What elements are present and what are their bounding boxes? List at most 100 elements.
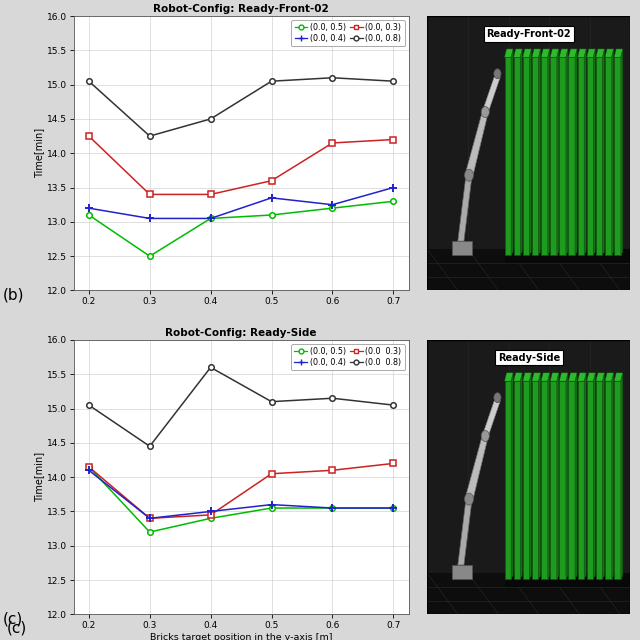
Text: Ready-Side: Ready-Side [498,353,560,363]
Bar [514,57,520,255]
Bar [596,381,602,579]
Circle shape [494,392,501,403]
Polygon shape [548,49,550,255]
Legend: (0.0, 0.5), (0.0, 0.4), (0.0  0.3), (0.0  0.8): (0.0, 0.5), (0.0, 0.4), (0.0 0.3), (0.0 … [291,344,404,371]
Polygon shape [523,49,531,57]
Polygon shape [482,76,500,112]
Polygon shape [548,373,550,579]
Polygon shape [568,373,577,381]
Polygon shape [504,373,513,381]
Title: Robot-Config: Ready-Front-02: Robot-Config: Ready-Front-02 [153,4,329,14]
Polygon shape [566,373,568,579]
Polygon shape [465,112,488,175]
Circle shape [465,169,474,181]
Bar [587,57,593,255]
Bar [587,381,593,579]
Polygon shape [596,49,604,57]
Bar [504,250,640,263]
Text: Ready-Front-02: Ready-Front-02 [486,29,572,39]
Bar [541,57,548,255]
Polygon shape [605,373,614,381]
Circle shape [481,107,490,118]
Bar [568,57,575,255]
Bar [523,57,529,255]
Polygon shape [465,436,488,499]
Polygon shape [621,49,623,255]
Bar [596,57,602,255]
Circle shape [481,431,490,442]
Polygon shape [511,49,513,255]
Polygon shape [514,49,522,57]
Polygon shape [559,373,568,381]
Polygon shape [596,373,604,381]
Polygon shape [541,373,550,381]
Polygon shape [587,49,595,57]
X-axis label: Bricks target position in the y-axis [m]: Bricks target position in the y-axis [m] [150,633,332,640]
Polygon shape [557,373,559,579]
Bar [578,57,584,255]
Bar [605,381,612,579]
Bar [452,241,472,255]
Polygon shape [575,373,577,579]
Polygon shape [593,49,595,255]
Polygon shape [458,175,472,241]
Bar [514,381,520,579]
Polygon shape [605,49,614,57]
Bar [605,57,612,255]
Polygon shape [529,49,531,255]
Text: (c): (c) [3,611,24,626]
Polygon shape [602,49,604,255]
Polygon shape [520,49,522,255]
Polygon shape [550,49,559,57]
Polygon shape [568,49,577,57]
Bar [559,381,566,579]
Text: (b): (b) [3,287,25,302]
Title: Robot-Config: Ready-Side: Robot-Config: Ready-Side [165,328,317,338]
Y-axis label: Time[min]: Time[min] [34,128,44,179]
Polygon shape [538,49,540,255]
Polygon shape [593,373,595,579]
Bar [428,573,630,614]
Bar [428,250,630,291]
Polygon shape [602,373,604,579]
Text: (c): (c) [6,621,27,636]
Polygon shape [559,49,568,57]
Bar [614,381,621,579]
Polygon shape [550,373,559,381]
Bar [523,381,529,579]
Polygon shape [587,373,595,381]
Bar [532,57,538,255]
Bar [504,573,640,587]
Polygon shape [557,49,559,255]
Circle shape [494,68,501,79]
Polygon shape [523,373,531,381]
Bar [550,381,557,579]
Polygon shape [578,373,586,381]
Bar [532,381,538,579]
Bar [550,57,557,255]
Polygon shape [520,373,522,579]
Bar [504,381,511,579]
Polygon shape [575,49,577,255]
Bar [568,381,575,579]
Polygon shape [621,373,623,579]
Legend: (0.0, 0.5), (0.0, 0.4), (0.0, 0.3), (0.0, 0.8): (0.0, 0.5), (0.0, 0.4), (0.0, 0.3), (0.0… [291,20,404,47]
Polygon shape [612,49,614,255]
Bar [541,381,548,579]
Polygon shape [578,49,586,57]
Y-axis label: Time[min]: Time[min] [34,452,44,502]
Polygon shape [504,49,513,57]
Bar [614,57,621,255]
Bar [504,57,511,255]
Polygon shape [566,49,568,255]
Bar [559,57,566,255]
Polygon shape [614,373,623,381]
Polygon shape [482,400,500,436]
Polygon shape [511,373,513,579]
Polygon shape [614,49,623,57]
Polygon shape [612,373,614,579]
Polygon shape [514,373,522,381]
Bar [452,565,472,579]
Polygon shape [538,373,540,579]
Bar [578,381,584,579]
